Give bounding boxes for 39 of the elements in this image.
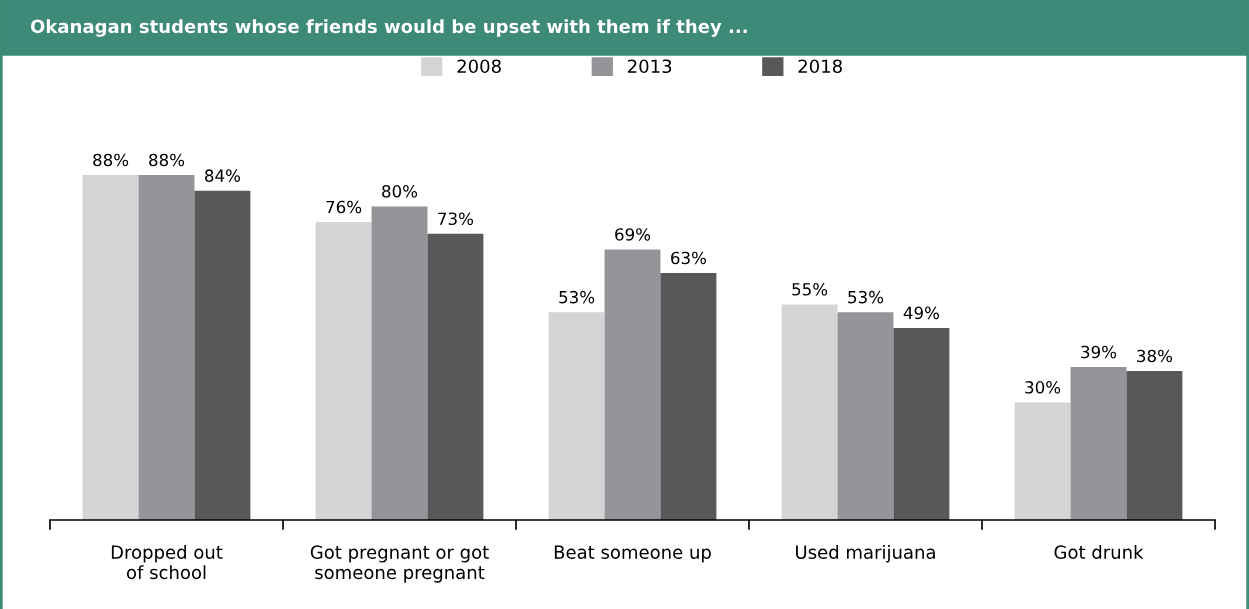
legend-label: 2013 — [628, 59, 672, 74]
bar — [1070, 367, 1127, 520]
bar — [1126, 371, 1183, 520]
bar — [1014, 402, 1071, 520]
data-label: 49% — [903, 306, 940, 320]
bar — [893, 327, 950, 520]
data-label: 69% — [615, 228, 651, 241]
x-tick-label: Beat someone up — [554, 545, 711, 563]
chart-title: Okanagan students whose friends would be upset with them if they ... — [30, 19, 747, 37]
x-tick-label: Used marijuana — [796, 545, 935, 563]
bar — [604, 249, 661, 520]
data-label: 73% — [438, 212, 474, 226]
x-tick-label: Dropped out of school — [111, 545, 223, 580]
bar — [660, 273, 717, 520]
data-label: 30% — [1025, 381, 1061, 394]
x-tick-label: Got pregnant or got someone pregnant — [310, 545, 489, 583]
legend-label: 2008 — [457, 59, 501, 74]
data-label: 84% — [205, 169, 241, 182]
data-label: 53% — [848, 290, 884, 304]
data-label: 39% — [1081, 345, 1117, 359]
bar — [548, 312, 605, 520]
bar — [781, 304, 838, 520]
x-tick-label: Got drunk — [1054, 545, 1144, 559]
bar — [837, 312, 894, 520]
data-label: 80% — [382, 185, 418, 198]
data-label: 76% — [326, 200, 362, 214]
data-label: 88% — [149, 153, 185, 167]
data-label: 38% — [1137, 349, 1173, 363]
data-label: 53% — [559, 290, 595, 304]
bar — [82, 175, 139, 520]
data-label: 63% — [671, 251, 707, 265]
bar — [138, 175, 195, 520]
legend-label: 2018 — [798, 59, 842, 74]
data-label: 55% — [792, 283, 828, 296]
bar — [194, 190, 251, 520]
bar — [427, 233, 484, 520]
bar — [371, 206, 428, 520]
bar — [315, 222, 372, 520]
data-label: 88% — [93, 153, 129, 167]
